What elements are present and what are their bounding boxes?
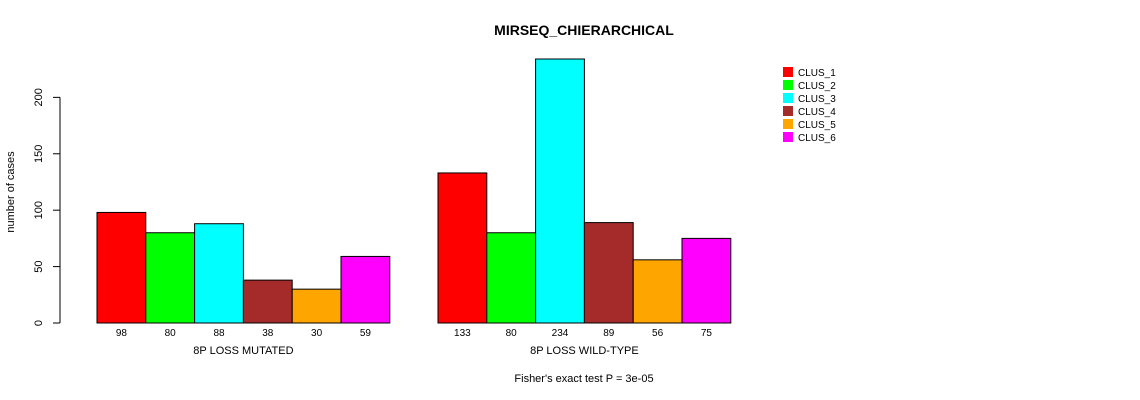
y-axis: 0 50 100 150 200 [33,88,61,326]
legend-swatch [783,67,793,77]
bar-value-label: 59 [360,328,372,339]
legend-label: CLUS_4 [798,107,836,118]
bar [96,211,147,324]
bar [535,58,585,324]
bar [583,222,634,324]
bar-value-labels: 98 80 88 38 30 59 133 80 234 89 56 75 [116,328,713,339]
bar-value-label: 80 [165,328,177,339]
bar [486,232,537,324]
bar [437,172,488,324]
bar-value-label: 88 [213,328,225,339]
bar-value-label: 38 [262,328,274,339]
legend-label: CLUS_2 [798,81,836,92]
bar-value-label: 133 [454,328,471,339]
legend-swatch [783,106,793,116]
bar-value-label: 75 [701,328,713,339]
chart-title: MIRSEQ_CHIERARCHICAL [494,22,674,38]
legend-label: CLUS_3 [798,94,836,105]
legend-swatch [783,119,793,129]
bar-value-label: 98 [116,328,128,339]
bar [681,237,732,324]
legend-swatch [783,80,793,90]
y-tick-label: 0 [33,320,45,326]
bar-value-label: 30 [311,328,323,339]
y-tick-label: 150 [33,145,45,163]
bar [242,279,293,324]
bar [145,232,196,324]
bar [291,288,342,324]
bar-value-label: 234 [552,328,569,339]
legend-label: CLUS_1 [798,68,836,79]
y-tick-label: 200 [33,88,45,106]
bars [96,58,732,324]
bar [340,255,391,324]
fisher-test-footnote: Fisher's exact test P = 3e-05 [514,373,653,385]
group-label: 8P LOSS WILD-TYPE [530,345,639,357]
legend-swatch [783,93,793,103]
group-label: 8P LOSS MUTATED [193,345,293,357]
group-labels: 8P LOSS MUTATED 8P LOSS WILD-TYPE [193,345,638,357]
y-tick-label: 100 [33,201,45,219]
legend: CLUS_1 CLUS_2 CLUS_3 CLUS_4 CLUS_5 CLUS_6 [783,67,836,144]
legend-label: CLUS_6 [798,133,836,144]
bar [194,223,244,324]
legend-label: CLUS_5 [798,120,836,131]
y-tick-label: 50 [33,260,45,272]
y-axis-label: number of cases [5,151,17,233]
bar-value-label: 56 [652,328,664,339]
bar-value-label: 89 [603,328,615,339]
bar [632,259,683,324]
legend-swatch [783,132,793,142]
bar-value-label: 80 [506,328,518,339]
